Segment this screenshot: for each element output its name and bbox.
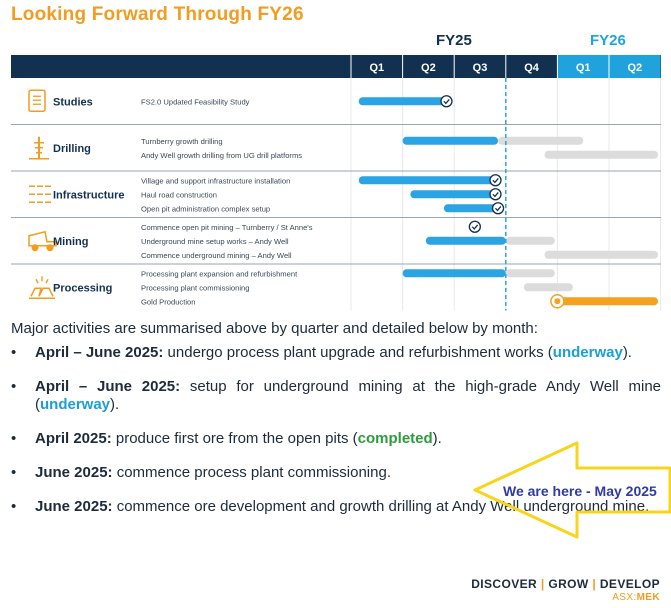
fy26-header-cell bbox=[609, 55, 661, 78]
arrow-left-icon bbox=[473, 441, 671, 539]
fy26-label: FY26 bbox=[590, 32, 626, 49]
quarter-header bbox=[11, 55, 661, 78]
category-label-infrastructure: Infrastructure bbox=[53, 189, 125, 201]
category-label-processing: Processing bbox=[53, 282, 112, 294]
quarter-label-q4: Q4 bbox=[524, 62, 540, 74]
infrastructure-icon bbox=[29, 185, 53, 203]
icon-shape bbox=[28, 230, 57, 247]
gold-production-icon-core bbox=[554, 298, 561, 305]
bullet-text: produce first ore from the open pits ( bbox=[111, 430, 358, 447]
icon-shape bbox=[31, 244, 39, 252]
bar-planned bbox=[523, 283, 573, 292]
checkmark-icon bbox=[492, 178, 499, 184]
activity-label: Turnberry growth drilling bbox=[141, 137, 223, 146]
checkmark-icon bbox=[492, 192, 499, 198]
bullet-date: June 2025: bbox=[35, 464, 113, 481]
drill-rig-icon bbox=[29, 136, 49, 160]
bullet-text: undergo process plant upgrade and refurb… bbox=[163, 344, 553, 361]
fy26-header-cell bbox=[557, 55, 609, 78]
bullet-text-end: ). bbox=[110, 396, 120, 413]
bar-done bbox=[402, 269, 506, 278]
activity-list: April – June 2025: undergo process plant… bbox=[11, 344, 661, 532]
checkmark-icon bbox=[443, 99, 450, 105]
fy25-label: FY25 bbox=[436, 32, 472, 49]
quarter-label-q2: Q2 bbox=[627, 62, 642, 74]
check-circle-icon bbox=[468, 220, 481, 233]
bar-done bbox=[443, 204, 499, 213]
bar-planned bbox=[544, 150, 659, 159]
bar-planned bbox=[505, 236, 555, 245]
gantt-chart: Q1 Q2 Q3 Q4 Q1 Q2 Studies FS2.0 Updated Feasibi… bbox=[11, 55, 661, 311]
processing-plant-icon bbox=[29, 276, 55, 299]
activity-label: Underground mine setup works – Andy Well bbox=[141, 237, 289, 246]
checkmark-icon bbox=[471, 224, 479, 230]
quarter-label-q1: Q1 bbox=[576, 62, 591, 74]
list-item: June 2025: commence process plant commis… bbox=[11, 464, 661, 482]
page-title: Looking Forward Through FY26 bbox=[11, 4, 304, 25]
check-circle-icon bbox=[491, 202, 505, 215]
icon-shape bbox=[30, 287, 54, 297]
bar-done bbox=[358, 176, 496, 185]
activity-label: Processing plant expansion and refurbish… bbox=[141, 269, 298, 278]
activity-label: Open pit administration complex setup bbox=[141, 204, 270, 213]
callout-arrow bbox=[473, 441, 671, 539]
status-underway: underway bbox=[40, 396, 111, 413]
haul-truck-icon bbox=[28, 230, 57, 252]
icon-shape bbox=[28, 89, 46, 112]
list-item: April – June 2025: setup for underground… bbox=[11, 378, 661, 414]
activity-label: Haul road construction bbox=[141, 190, 217, 199]
footer-ticker: ASX:MEK bbox=[612, 592, 660, 603]
quarter-label-q2: Q2 bbox=[421, 62, 436, 74]
footer-tagline: DISCOVER | GROW | DEVELOP bbox=[471, 577, 660, 591]
document-icon bbox=[28, 89, 46, 112]
bullet-date: April – June 2025: bbox=[35, 344, 164, 361]
bullet-text-end: ). bbox=[622, 344, 632, 361]
status-underway: underway bbox=[552, 344, 623, 361]
icon-shape bbox=[29, 142, 49, 160]
activity-label: Village and support infrastructure insta… bbox=[141, 176, 290, 185]
summary-intro: Major activities are summarised above by… bbox=[11, 320, 538, 337]
bar-planned bbox=[505, 269, 555, 278]
category-label-studies: Studies bbox=[53, 96, 93, 108]
bar-production bbox=[557, 297, 659, 306]
activity-label: Commence underground mining – Andy Well bbox=[141, 251, 292, 260]
list-item: April 2025: produce first ore from the o… bbox=[11, 430, 661, 448]
current-date-callout: We are here - May 2025 bbox=[503, 483, 657, 499]
activity-label: Processing plant commissioning bbox=[141, 283, 249, 292]
bullet-text: commence process plant commissioning. bbox=[112, 464, 391, 481]
bullet-date: June 2025: bbox=[35, 498, 113, 515]
list-item: June 2025: commence ore development and … bbox=[11, 498, 661, 516]
bar-done bbox=[410, 190, 496, 199]
check-circle-icon bbox=[489, 174, 502, 187]
category-label-mining: Mining bbox=[53, 236, 88, 248]
status-completed: completed bbox=[357, 430, 433, 447]
activity-label: FS2.0 Updated Feasibility Study bbox=[141, 97, 250, 106]
bullet-date: April – June 2025: bbox=[35, 378, 181, 395]
quarter-label-q1: Q1 bbox=[369, 62, 384, 74]
activity-label: Commence open pit mining – Turnberry / S… bbox=[141, 223, 313, 232]
list-item: April – June 2025: undergo process plant… bbox=[11, 344, 661, 362]
bar-planned bbox=[498, 136, 584, 145]
bar-planned bbox=[544, 250, 659, 259]
icon-shape bbox=[35, 276, 49, 284]
bullet-text: commence ore development and growth dril… bbox=[112, 498, 650, 515]
quarter-label-q3: Q3 bbox=[473, 62, 488, 74]
category-label-drilling: Drilling bbox=[53, 143, 91, 155]
bar-done bbox=[425, 236, 506, 245]
activity-label: Gold Production bbox=[141, 297, 195, 306]
checkmark-icon bbox=[494, 206, 502, 212]
bar-done bbox=[358, 97, 447, 106]
bullet-date: April 2025: bbox=[35, 430, 112, 447]
bar-done bbox=[402, 136, 499, 145]
check-circle-icon bbox=[489, 188, 502, 201]
activity-label: Andy Well growth drilling from UG drill … bbox=[141, 151, 302, 160]
icon-shape bbox=[46, 244, 54, 252]
bullet-text-end: ). bbox=[432, 430, 442, 447]
bullet-text: setup for underground mining at the high… bbox=[35, 378, 662, 413]
check-circle-icon bbox=[440, 95, 453, 108]
